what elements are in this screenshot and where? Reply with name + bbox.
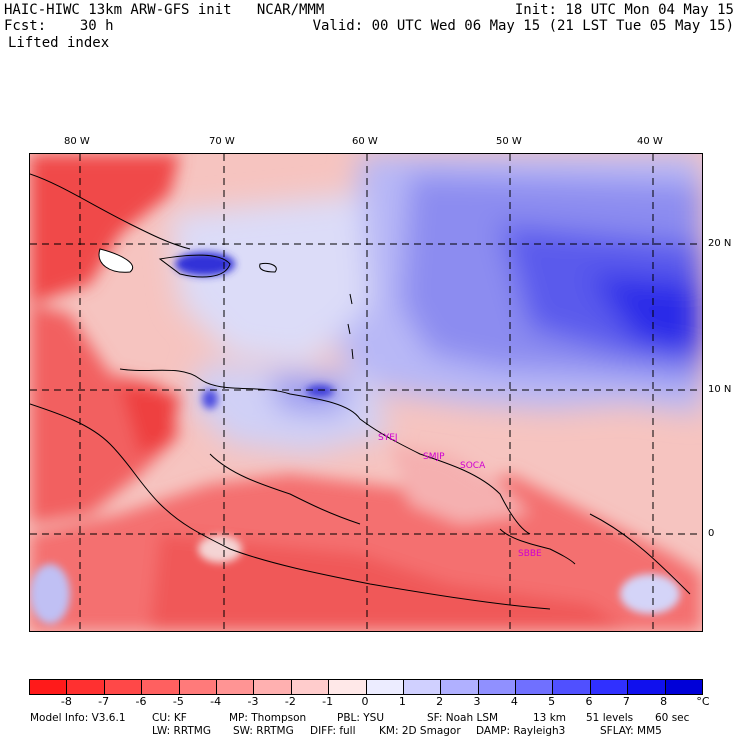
colorbar-unit: °C bbox=[696, 695, 710, 708]
colorbar-swatch bbox=[67, 680, 105, 694]
colorbar-tick-label: -7 bbox=[98, 695, 110, 708]
colorbar-tick-label: 3 bbox=[473, 695, 481, 708]
colorbar-swatch bbox=[553, 680, 591, 694]
lifted-index-map: SYEJ SMJP SOCA SBBE bbox=[29, 153, 703, 632]
colorbar-tick-label: 7 bbox=[622, 695, 630, 708]
colorbar-swatch bbox=[179, 680, 217, 694]
colorbar-swatch bbox=[478, 680, 517, 694]
init-time: Init: 18 UTC Mon 04 May 15 bbox=[514, 2, 734, 18]
colorbar-swatch bbox=[628, 680, 666, 694]
colorbar-swatch bbox=[665, 680, 703, 694]
footer-mp: MP: Thompson bbox=[229, 712, 307, 724]
footer-levels: 51 levels bbox=[586, 712, 634, 724]
station-label: SMJP bbox=[423, 452, 445, 462]
colorbar-tick-label: 6 bbox=[585, 695, 593, 708]
station-label: SOCA bbox=[460, 461, 486, 471]
footer-lw: LW: RRTMG bbox=[152, 725, 211, 737]
colorbar-tick-label: -6 bbox=[135, 695, 147, 708]
coastlines bbox=[30, 173, 691, 610]
colorbar-swatch bbox=[216, 680, 255, 694]
colorbar-tick-label: -8 bbox=[60, 695, 72, 708]
unstable-region bbox=[30, 154, 702, 631]
footer-km: KM: 2D Smagor bbox=[379, 725, 461, 737]
colorbar-tick-label: -1 bbox=[322, 695, 334, 708]
colorbar-tick-label: 5 bbox=[548, 695, 556, 708]
colorbar-swatch bbox=[366, 680, 404, 694]
footer-sf: SF: Noah LSM bbox=[427, 712, 499, 724]
footer-diff: DIFF: full bbox=[310, 725, 356, 737]
footer-damp: DAMP: Rayleigh3 bbox=[476, 725, 566, 737]
colorbar-swatch bbox=[441, 680, 479, 694]
colorbar-swatch bbox=[403, 680, 442, 694]
footer-pbl: PBL: YSU bbox=[337, 712, 385, 724]
footer-resolution: 13 km bbox=[533, 712, 567, 724]
lon-label-60w: 60 W bbox=[352, 136, 378, 147]
colorbar-swatch bbox=[104, 680, 143, 694]
forecast-hour: Fcst: 30 h bbox=[4, 18, 114, 34]
colorbar-tick-label: -4 bbox=[210, 695, 222, 708]
colorbar-tick-label: 2 bbox=[436, 695, 444, 708]
colorbar-swatch bbox=[142, 680, 180, 694]
colorbar-tick-label: 0 bbox=[361, 695, 369, 708]
colorbar-swatch bbox=[329, 680, 367, 694]
stable-region bbox=[170, 154, 702, 454]
lon-label-50w: 50 W bbox=[496, 136, 522, 147]
valid-time: Valid: 00 UTC Wed 06 May 15 (21 LST Tue … bbox=[312, 18, 734, 34]
station-label: SBBE bbox=[518, 549, 542, 559]
footer-sflay: SFLAY: MM5 bbox=[600, 725, 662, 737]
lon-label-80w: 80 W bbox=[64, 136, 90, 147]
graticule bbox=[30, 154, 702, 631]
colorbar-swatch bbox=[590, 680, 629, 694]
colorbar-swatch bbox=[291, 680, 330, 694]
footer-timestep: 60 sec bbox=[655, 712, 690, 724]
colorbar-tick-label: -3 bbox=[247, 695, 259, 708]
map-canvas bbox=[30, 154, 702, 631]
colorbar-swatch bbox=[30, 680, 68, 694]
field-name: Lifted index bbox=[8, 35, 110, 51]
station-label: SYEJ bbox=[378, 433, 398, 443]
footer-sw: SW: RRTMG bbox=[233, 725, 294, 737]
colorbar-tick-label: 1 bbox=[398, 695, 406, 708]
colorbar-swatch bbox=[254, 680, 292, 694]
colorbar-tick-label: 8 bbox=[660, 695, 668, 708]
lat-label-20n: 20 N bbox=[708, 238, 732, 249]
model-title: HAIC-HIWC 13km ARW-GFS init NCAR/MMM bbox=[4, 2, 325, 18]
colorbar bbox=[29, 679, 703, 695]
lat-label-0: 0 bbox=[708, 528, 715, 539]
colorbar-swatch bbox=[516, 680, 554, 694]
lon-label-70w: 70 W bbox=[209, 136, 235, 147]
colorbar-tick-label: -5 bbox=[172, 695, 184, 708]
lon-label-40w: 40 W bbox=[637, 136, 663, 147]
colorbar-tick-label: -2 bbox=[284, 695, 296, 708]
lat-label-10n: 10 N bbox=[708, 384, 732, 395]
footer-cu: CU: KF bbox=[152, 712, 187, 724]
footer-model-info: Model Info: V3.6.1 bbox=[30, 712, 126, 724]
colorbar-tick-label: 4 bbox=[510, 695, 518, 708]
